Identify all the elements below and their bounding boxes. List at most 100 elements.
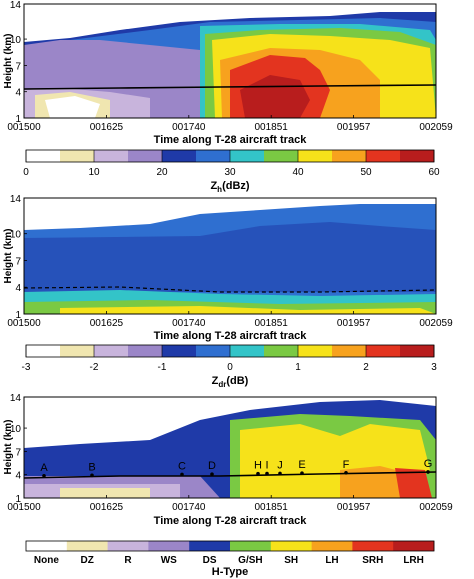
htype-ylabel: Height (km) [3,420,14,475]
zdr-ylabel: Height (km) [3,229,14,284]
annotation-label: G [424,458,433,470]
ytick-label: 4 [15,283,21,294]
colorbar-cell [66,541,108,551]
zh-xlabel: Time along T-28 aircraft track [154,134,308,146]
zdr-colorbar-cells [26,345,435,357]
xtick-label: 001500 [7,502,41,513]
colorbar-cell [26,541,68,551]
annotation-label: F [343,459,350,471]
colorbar-cell [366,345,401,357]
xtick-label: 001957 [337,122,371,133]
zh-ylabel: Height (km) [3,34,14,89]
colorbar-cell [189,541,231,551]
htype-colorbar-cells [26,541,435,551]
colorbar-cell [128,345,163,357]
zh-empty-top [24,4,436,42]
colorbar-cell [26,150,61,162]
zdr-field [24,198,436,314]
xtick-label: 001957 [337,502,371,513]
colorbar-cell [162,150,197,162]
zdr-flight-track [23,286,437,293]
colorbar-tick-label: 20 [156,167,168,178]
colorbar-category-label: WS [161,555,177,566]
colorbar-cell [264,150,299,162]
htype-xticks: 001500 001625 001740 001851 001957 002059 [7,495,453,513]
ytick-label: 1 [15,114,21,125]
colorbar-tick-label: 0 [227,362,233,373]
annotation-label: B [88,461,95,473]
xtick-label: 002059 [419,318,453,329]
htype-colorbar-label: H-Type [212,566,248,578]
ytick-label: 1 [15,310,21,321]
ytick-label: 14 [10,194,22,205]
ytick-label: 14 [10,0,22,11]
colorbar-tick-label: 60 [428,167,440,178]
ytick-label: 10 [10,424,22,435]
zdr-xticks: 001500 001625 001740 001851 001957 002059 [7,311,453,329]
annotation-point [180,472,184,477]
zh-colorbar-label: Zh(dBz) [210,180,249,194]
zdr-darkblue-patches [24,222,436,292]
zdr-xlabel: Time along T-28 aircraft track [154,330,308,342]
htype-flight-track [23,471,437,479]
ytick-label: 10 [10,230,22,241]
xtick-label: 002059 [419,122,453,133]
colorbar-cell [298,150,333,162]
xtick-label: 001740 [172,502,206,513]
colorbar-tick-label: -2 [90,362,99,373]
zh-flight-track [23,84,437,90]
htype-colorbar-labels: None DZ R WS DS G/SH SH LH SRH LRH [34,555,424,566]
annotation-label: I [265,460,268,472]
zh-xticks: 001500 001625 001740 001851 001957 002059 [7,115,453,133]
colorbar-cell [230,345,265,357]
annotation-label: E [298,459,305,471]
colorbar-tick-label: -1 [158,362,167,373]
colorbar-cell [162,345,197,357]
colorbar-cell [270,541,312,551]
colorbar-cell [94,345,129,357]
xtick-label: 001740 [172,318,206,329]
colorbar-cell [60,150,95,162]
ytick-label: 14 [10,393,22,404]
colorbar-category-label: DS [203,555,217,566]
colorbar-cell [128,150,163,162]
xtick-label: 001851 [255,502,289,513]
ytick-label: 7 [15,447,21,458]
colorbar-category-label: LRH [403,555,424,566]
colorbar-cell [352,541,394,551]
zdr-frame [23,197,437,315]
annotation-point [300,471,304,476]
htype-colorbar: None DZ R WS DS G/SH SH LH SRH LRH H-Type [25,540,435,578]
xtick-label: 001957 [337,318,371,329]
htype-frame [23,396,437,499]
zh-frame [23,3,437,119]
colorbar-cell [393,541,435,551]
colorbar-cell [400,345,435,357]
zdr-colorbar-ticks: -3 -2 -1 0 1 2 3 [22,345,437,373]
xtick-label: 001851 [255,318,289,329]
ytick-label: 4 [15,88,21,99]
xtick-label: 002059 [419,502,453,513]
annotation-point [426,470,430,474]
htype-dz [60,488,150,498]
annotation-point [256,471,260,476]
annotation-label: A [40,462,48,474]
zdr-yellow-low [60,306,436,314]
xtick-label: 001740 [172,122,206,133]
ytick-label: 7 [15,61,21,72]
annotation-point [344,470,348,475]
colorbar-tick-label: 10 [88,167,100,178]
xtick-label: 001500 [7,122,41,133]
zh-colorbar-cells [26,150,435,162]
zh-colorbar-ticks: 0 10 20 30 40 50 60 [23,150,440,178]
xtick-label: 001625 [90,502,124,513]
ytick-label: 7 [15,256,21,267]
colorbar-category-label: None [34,555,59,566]
annotation-point [42,474,46,478]
colorbar-category-label: G/SH [238,555,262,566]
zh-field [24,4,436,118]
